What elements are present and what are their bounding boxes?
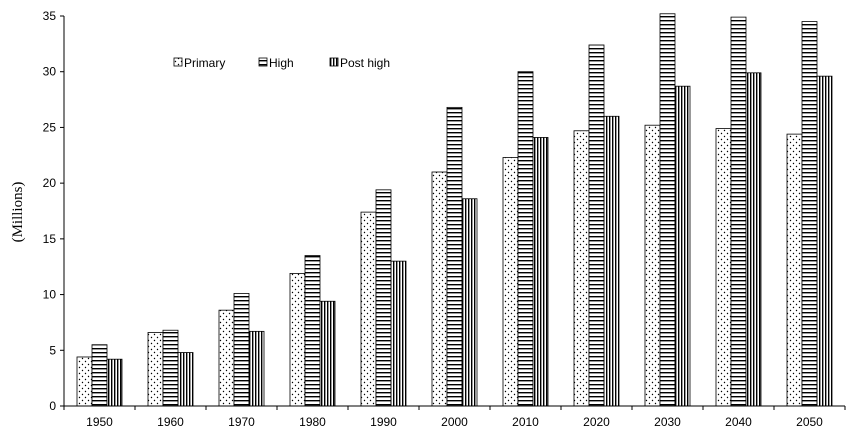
bar-primary-2000	[431, 171, 448, 407]
bar-primary-2050	[786, 133, 803, 407]
bar-high-2010	[517, 71, 534, 407]
bar-high-2050	[801, 21, 818, 407]
x-tick-label: 1970	[228, 415, 255, 429]
bar-post-high-2020	[603, 115, 620, 407]
y-tick-label: 35	[43, 9, 57, 23]
bar-high-2000	[446, 106, 463, 407]
bar-primary-1960	[147, 332, 164, 407]
y-tick-label: 15	[43, 232, 57, 246]
bar-post-high-1980	[319, 300, 336, 407]
bar-high-2040	[730, 16, 747, 407]
y-tick-label: 5	[49, 343, 56, 357]
bar-primary-2040	[715, 128, 732, 407]
bar-post-high-1960	[177, 352, 194, 407]
x-tick-label: 1980	[299, 415, 326, 429]
y-tick-label: 0	[49, 399, 56, 413]
x-tick-label: 2020	[583, 415, 610, 429]
legend-label: Post high	[340, 56, 390, 70]
bar-post-high-1970	[248, 330, 265, 407]
legend-label: Primary	[184, 56, 225, 70]
bar-high-1970	[233, 293, 250, 407]
bar-primary-2010	[502, 157, 519, 407]
x-tick-label: 2000	[441, 415, 468, 429]
bar-post-high-2010	[532, 137, 549, 407]
bar-primary-1950	[76, 356, 93, 407]
bar-post-high-2030	[674, 85, 691, 407]
x-tick-label: 1950	[86, 415, 113, 429]
x-tick-label: 2050	[796, 415, 823, 429]
bar-primary-1990	[360, 211, 377, 407]
bar-primary-1980	[289, 272, 306, 407]
y-axis-label: (Millions)	[10, 182, 26, 243]
bar-post-high-1990	[390, 260, 407, 407]
legend-swatch-high	[258, 57, 268, 67]
x-tick-label: 2030	[654, 415, 681, 429]
bar-post-high-2040	[745, 72, 762, 407]
bar-post-high-2000	[461, 198, 478, 407]
bar-primary-1970	[218, 309, 235, 407]
bar-primary-2030	[644, 124, 661, 407]
y-tick-label: 20	[43, 176, 57, 190]
legend: Primary High Post high	[173, 56, 390, 70]
x-ticks: 1950 1960 1970 1980 1990 2000 2010 2020 2030 2040…	[63, 406, 846, 429]
bar-high-1980	[304, 255, 321, 407]
bar-high-1990	[375, 189, 392, 407]
y-tick-label: 10	[43, 288, 57, 302]
bar-post-high-1950	[106, 358, 123, 407]
y-tick-label: 25	[43, 120, 57, 134]
bars-group	[76, 13, 833, 407]
x-tick-label: 2010	[512, 415, 539, 429]
bar-high-2020	[588, 44, 605, 407]
bar-high-2030	[659, 13, 676, 407]
x-tick-label: 1990	[370, 415, 397, 429]
legend-swatch-primary	[173, 57, 183, 67]
bar-post-high-2050	[816, 75, 833, 407]
x-tick-label: 2040	[725, 415, 752, 429]
bar-high-1960	[162, 329, 179, 407]
y-ticks: 0 5 10 15 20 25 30 35	[43, 9, 64, 413]
bar-primary-2020	[573, 130, 590, 407]
bar-high-1950	[91, 344, 108, 407]
x-tick-label: 1960	[157, 415, 184, 429]
legend-swatch-post-high	[329, 57, 339, 67]
y-tick-label: 30	[43, 65, 57, 79]
legend-label: High	[269, 56, 294, 70]
